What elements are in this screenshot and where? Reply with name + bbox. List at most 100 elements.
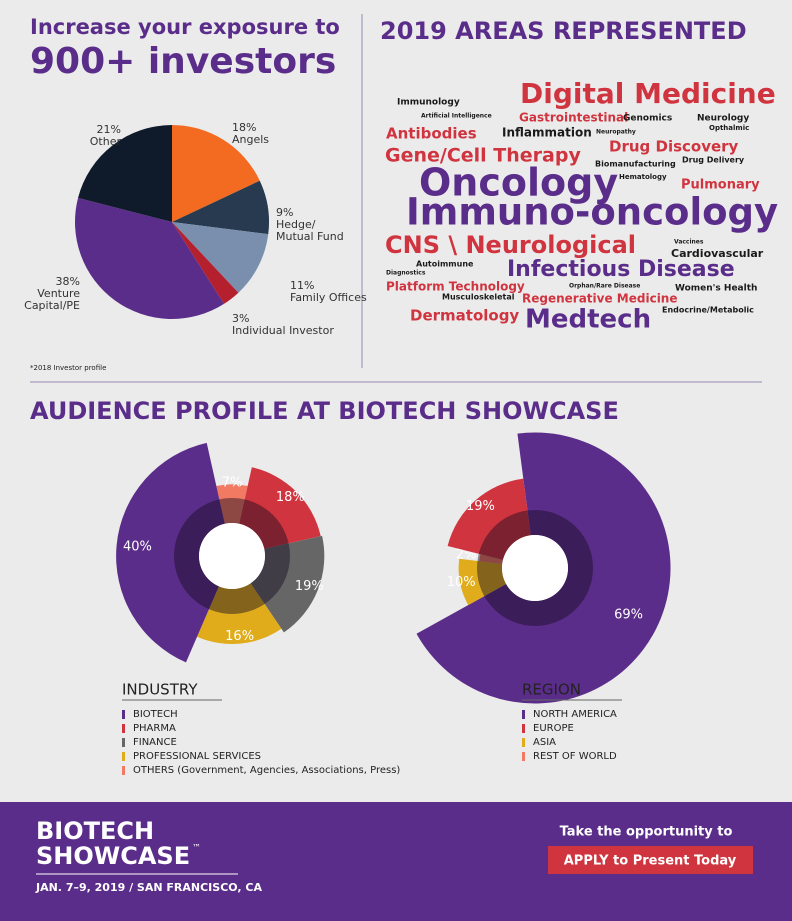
cloud-word: Cardiovascular — [671, 247, 764, 260]
polar-slice — [116, 442, 225, 663]
cloud-word: Regenerative Medicine — [522, 292, 677, 306]
legend-label: PHARMA — [133, 723, 176, 734]
cloud-word: Genomics — [623, 114, 672, 124]
legend-swatch — [522, 710, 525, 719]
pie-slice — [172, 125, 260, 222]
headline: Increase your exposure to — [30, 15, 340, 39]
pie-slice — [172, 222, 269, 293]
cloud-word: Platform Technology — [386, 280, 525, 294]
pie-slice — [78, 125, 172, 222]
value-label: 7% — [222, 476, 243, 491]
pie-slice — [172, 180, 269, 235]
cloud-word: Autoimmune — [416, 260, 474, 269]
inner-ring — [174, 498, 290, 614]
cloud-word: Drug Delivery — [682, 156, 745, 165]
slice-label: Hedge/Mutual Fund — [276, 218, 344, 243]
value-label: 18% — [232, 121, 256, 134]
cloud-word: Artificial Intelligence — [421, 113, 492, 120]
cloud-word: Drug Discovery — [609, 138, 739, 156]
cloud-word: Opthalmic — [709, 124, 749, 132]
dates: JAN. 7–9, 2019 / SAN FRANCISCO, CA — [35, 881, 262, 894]
legend-label: FINANCE — [133, 737, 177, 748]
legend-swatch — [122, 738, 125, 747]
footnote: *2018 Investor profile — [30, 364, 106, 372]
legend-label: BIOTECH — [133, 709, 178, 720]
cloud-word: Oncology — [419, 161, 618, 205]
polar-slice — [197, 583, 282, 644]
legend-swatch — [522, 738, 525, 747]
cloud-word: CNS \ Neurological — [385, 231, 636, 259]
polar-slice — [458, 558, 507, 606]
cloud-title: 2019 AREAS REPRESENTED — [380, 17, 747, 45]
value-label: 9% — [276, 206, 293, 219]
value-label: 19% — [466, 499, 495, 514]
cloud-word: Diagnostics — [386, 270, 426, 277]
cloud-word: Medtech — [525, 305, 651, 335]
pie-slice — [172, 222, 239, 304]
section-title: AUDIENCE PROFILE AT BIOTECH SHOWCASE — [30, 397, 619, 425]
cloud-word: Antibodies — [386, 125, 477, 143]
hole — [502, 535, 568, 601]
slice-label: Family Offices — [290, 291, 367, 304]
trademark: ™ — [192, 844, 201, 854]
legend-label: OTHERS (Government, Agencies, Associatio… — [133, 765, 400, 776]
legend-label: EUROPE — [533, 723, 574, 734]
cloud-word: Immunology — [397, 98, 460, 108]
polar-slice — [416, 432, 671, 704]
value-label: 69% — [614, 608, 643, 623]
legend-swatch — [522, 752, 525, 761]
cloud-word: Biomanufacturing — [595, 160, 676, 169]
legend-swatch — [122, 724, 125, 733]
value-label: 40% — [123, 540, 152, 555]
value-label: 38% — [56, 275, 80, 288]
cloud-word: Neurology — [697, 114, 749, 124]
cloud-word: Infectious Disease — [507, 257, 735, 282]
value-label: 19% — [295, 579, 324, 594]
cloud-word: Orphan/Rare Disease — [569, 283, 640, 290]
legend-label: REST OF WORLD — [533, 751, 617, 762]
legend-title: INDUSTRY — [122, 681, 198, 699]
cloud-word: Vaccines — [674, 239, 704, 246]
hole — [199, 523, 265, 589]
apply-button-label[interactable]: APPLY to Present Today — [564, 854, 737, 869]
legend-title: REGION — [522, 681, 581, 699]
cloud-word: Dermatology — [410, 307, 519, 325]
legend-swatch — [122, 710, 125, 719]
value-label: 21% — [97, 123, 121, 136]
cloud-word: Hematology — [619, 173, 667, 181]
cloud-word: Endocrine/Metabolic — [662, 306, 754, 315]
polar-slice — [216, 484, 248, 524]
polar-slice — [250, 535, 325, 633]
cloud-word: Inflammation — [502, 126, 592, 140]
polar-slice — [447, 478, 531, 560]
cloud-word: Gastrointestinal — [519, 111, 628, 125]
slice-label: Venture Capital/PE — [24, 287, 80, 312]
brand: BIOTECH — [36, 817, 154, 845]
cloud-word: Gene/Cell Therapy — [385, 145, 581, 167]
cta: Take the opportunity to — [560, 825, 733, 840]
legend-swatch — [122, 766, 125, 775]
cloud-word: Women's Health — [675, 284, 757, 294]
value-label: 18% — [276, 490, 305, 505]
value-label: 11% — [290, 279, 314, 292]
cloud-word: Pulmonary — [681, 178, 760, 193]
apply-button[interactable] — [548, 846, 753, 874]
headline-big: 900+ investors — [30, 41, 336, 82]
slice-label: Other — [90, 135, 122, 148]
cloud-word: Immuno-oncology — [406, 191, 778, 234]
value-label: 3% — [232, 312, 249, 325]
legend-label: ASIA — [533, 737, 556, 748]
polar-slice — [239, 467, 321, 549]
brand: SHOWCASE — [36, 842, 190, 870]
legend-swatch — [522, 724, 525, 733]
pie-slice — [74, 197, 224, 320]
inner-ring — [477, 510, 593, 626]
legend-label: NORTH AMERICA — [533, 709, 617, 720]
value-label: 16% — [225, 629, 254, 644]
slice-label: Angels — [232, 133, 269, 146]
cloud-word: Musculoskeletal — [442, 293, 515, 302]
slice-label: Individual Investor — [232, 324, 334, 337]
cloud-word: Digital Medicine — [520, 77, 776, 110]
value-label: 10% — [447, 575, 476, 590]
